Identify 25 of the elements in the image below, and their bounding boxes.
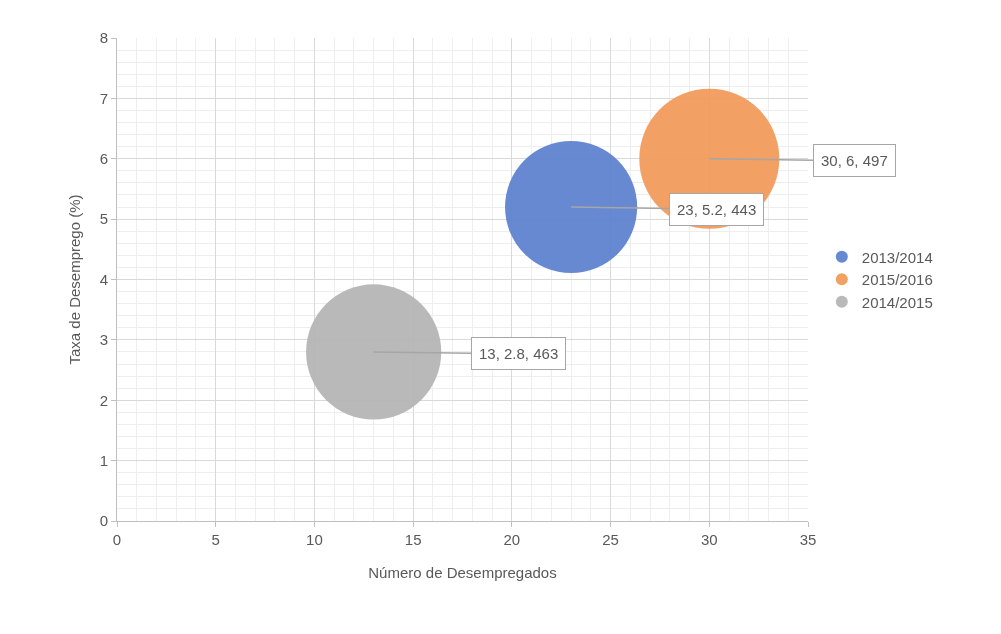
data-label: 30, 6, 497 (821, 152, 888, 169)
y-tick-label: 7 (99, 89, 108, 107)
legend-label: 2013/2014 (861, 248, 933, 266)
y-tick-label: 2 (99, 391, 108, 409)
y-tick-label: 0 (99, 512, 108, 530)
x-tick-label: 15 (404, 531, 422, 548)
y-tick-label: 1 (99, 451, 108, 469)
x-tick-label: 30 (700, 531, 718, 548)
x-tick-label: 25 (602, 531, 619, 548)
y-tick-label: 5 (99, 210, 108, 228)
y-tick-label: 3 (99, 331, 108, 349)
x-tick-label: 5 (211, 531, 220, 548)
y-tick-label: 6 (99, 150, 108, 167)
x-tick-label: 0 (112, 531, 122, 548)
x-tick-label: 10 (306, 531, 323, 548)
x-tick-label: 20 (503, 531, 521, 548)
x-tick-label: 35 (799, 531, 817, 548)
y-tick-label: 8 (99, 29, 108, 47)
data-label: 23, 5.2, 443 (677, 201, 757, 218)
y-tick-label: 4 (99, 270, 108, 288)
y-axis-title: Taxa de Desemprego (%) (65, 194, 83, 365)
legend-label: 2014/2015 (861, 293, 933, 311)
data-label: 13, 2.8, 463 (479, 345, 559, 362)
legend-label: 2015/2016 (861, 271, 933, 289)
x-axis-title: Número de Desempregados (368, 564, 557, 581)
